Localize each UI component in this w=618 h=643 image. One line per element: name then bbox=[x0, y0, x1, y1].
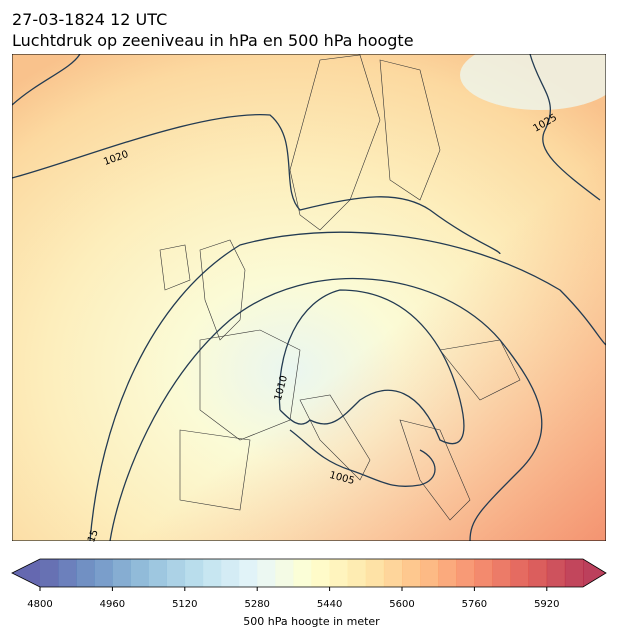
colorbar-box bbox=[239, 559, 258, 587]
colorbar-tick-label: 4960 bbox=[100, 599, 125, 610]
colorbar-box bbox=[528, 559, 548, 587]
colorbar-box bbox=[293, 559, 312, 587]
colorbar-extend-low bbox=[12, 559, 40, 587]
colorbar-tick-label: 5600 bbox=[389, 599, 414, 610]
colorbar-tick-label: 4800 bbox=[27, 599, 52, 610]
colorbar-box bbox=[275, 559, 294, 587]
colorbar-box bbox=[510, 559, 529, 587]
colorbar-box bbox=[112, 559, 131, 587]
colorbar-box bbox=[257, 559, 276, 587]
colorbar-tick-label: 5920 bbox=[534, 599, 559, 610]
colorbar-box bbox=[365, 559, 385, 587]
colorbar-box bbox=[492, 559, 511, 587]
colorbar-tick-label: 5120 bbox=[172, 599, 197, 610]
title-line2: Luchtdruk op zeeniveau in hPa en 500 hPa… bbox=[12, 31, 414, 50]
colorbar-box bbox=[221, 559, 240, 587]
colorbar: 4800 4960 5120 5280 5440 5600 5760 5920 500 hPa … bbox=[11, 558, 607, 628]
colorbar-box bbox=[456, 559, 475, 587]
colorbar-box bbox=[148, 559, 167, 587]
colorbar-box bbox=[76, 559, 95, 587]
colorbar-extend-high bbox=[583, 559, 606, 587]
colorbar-box bbox=[474, 559, 493, 587]
colorbar-tick-label: 5760 bbox=[462, 599, 487, 610]
colorbar-label: 500 hPa hoogte in meter bbox=[243, 615, 380, 628]
map bbox=[12, 54, 606, 541]
colorbar-box bbox=[130, 559, 149, 587]
colorbar-box bbox=[58, 559, 77, 587]
colorbar-tick-label: 5440 bbox=[317, 599, 342, 610]
colorbar-box bbox=[166, 559, 186, 587]
colorbar-outline bbox=[11, 558, 607, 588]
colorbar-box bbox=[202, 559, 222, 587]
colorbar-box bbox=[40, 559, 59, 587]
colorbar-box bbox=[383, 559, 403, 587]
colorbar-box bbox=[94, 559, 113, 587]
colorbar-box bbox=[311, 559, 330, 587]
colorbar-box bbox=[546, 559, 566, 587]
isobar-label: 15 bbox=[86, 528, 101, 544]
colorbar-tick-label: 5280 bbox=[244, 599, 269, 610]
colorbar-box bbox=[184, 559, 204, 587]
colorbar-box bbox=[329, 559, 348, 587]
colorbar-box bbox=[438, 559, 457, 587]
colorbar-box bbox=[347, 559, 367, 587]
colorbar-box bbox=[420, 559, 439, 587]
colorbar-box bbox=[564, 559, 584, 587]
colorbar-box bbox=[402, 559, 421, 587]
title-line1: 27-03-1824 12 UTC bbox=[12, 10, 167, 29]
